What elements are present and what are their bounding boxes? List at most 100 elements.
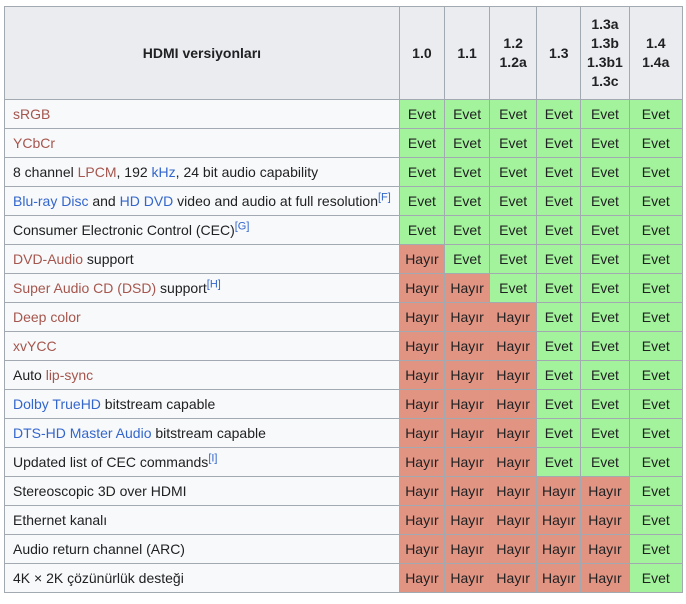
- wiki-link[interactable]: lip-sync: [45, 367, 94, 383]
- footnote-ref[interactable]: [I]: [208, 452, 218, 465]
- support-cell-yes: Evet: [580, 331, 630, 361]
- header-row: HDMI versiyonları 1.0 1.1 1.2 1.2a 1.3 1.3a 1.…: [4, 6, 683, 100]
- support-cell-no: Hayır: [398, 505, 446, 535]
- support-cell-no: Hayır: [580, 505, 630, 535]
- support-cell-yes: Evet: [443, 244, 491, 274]
- support-cell-yes: Evet: [628, 128, 683, 158]
- label-text: Stereoscopic 3D over HDMI: [13, 483, 187, 499]
- table-row: Dolby TrueHD bitstream capable Hayır Hayır…: [4, 389, 683, 419]
- table-row: Super Audio CD (DSD) support[H] Hayır Hayı…: [4, 273, 683, 303]
- wiki-link[interactable]: YCbCr: [13, 135, 56, 151]
- row-feature-label: Consumer Electronic Control (CEC)[G]: [4, 215, 400, 245]
- support-cell-yes: Evet: [398, 99, 446, 129]
- support-cell-no: Hayır: [443, 302, 491, 332]
- wiki-link[interactable]: Blu-ray Disc: [13, 193, 89, 209]
- support-cell-yes: Evet: [580, 302, 630, 332]
- footnote-ref[interactable]: [H]: [206, 278, 221, 291]
- version-label: 1.3c: [591, 73, 619, 89]
- label-text: support: [83, 251, 134, 267]
- wiki-link[interactable]: kHz: [151, 164, 176, 180]
- support-cell-yes: Evet: [628, 563, 683, 593]
- support-cell-no: Hayır: [489, 563, 538, 593]
- support-cell-yes: Evet: [398, 128, 446, 158]
- support-cell-yes: Evet: [628, 99, 683, 129]
- support-cell-no: Hayır: [398, 360, 446, 390]
- table-row: DTS-HD Master Audio bitstream capable Hay…: [4, 418, 683, 448]
- support-cell-no: Hayır: [443, 273, 491, 303]
- label-text: video and audio at full resolution: [173, 193, 378, 209]
- support-cell-no: Hayır: [580, 563, 630, 593]
- support-cell-yes: Evet: [580, 389, 630, 419]
- support-cell-no: Hayır: [398, 244, 446, 274]
- support-cell-yes: Evet: [536, 331, 582, 361]
- label-text: bitstream capable: [100, 396, 216, 412]
- label-text: 4K × 2K çözünürlük desteği: [13, 570, 184, 586]
- wiki-link[interactable]: DTS-HD Master Audio: [13, 425, 152, 441]
- wiki-link[interactable]: Super Audio CD (DSD): [13, 280, 157, 296]
- support-cell-no: Hayır: [398, 302, 446, 332]
- support-cell-yes: Evet: [398, 157, 446, 187]
- support-cell-yes: Evet: [489, 244, 538, 274]
- support-cell-no: Hayır: [489, 505, 538, 535]
- support-cell-yes: Evet: [536, 418, 582, 448]
- version-label: 1.4a: [642, 54, 670, 70]
- row-feature-label: Updated list of CEC commands[I]: [4, 447, 400, 477]
- support-cell-yes: Evet: [536, 244, 582, 274]
- support-cell-yes: Evet: [628, 302, 683, 332]
- table-row: Stereoscopic 3D over HDMI Hayır Hayır Hayır…: [4, 476, 683, 506]
- table-row: YCbCr Evet Evet Evet Evet Evet Evet: [4, 128, 683, 158]
- support-cell-no: Hayır: [398, 476, 446, 506]
- support-cell-no: Hayır: [398, 418, 446, 448]
- support-cell-yes: Evet: [398, 186, 446, 216]
- support-cell-no: Hayır: [536, 563, 582, 593]
- footnote-ref[interactable]: [G]: [234, 220, 250, 233]
- wiki-link[interactable]: HD DVD: [119, 193, 174, 209]
- support-cell-no: Hayır: [489, 331, 538, 361]
- wiki-link[interactable]: sRGB: [13, 106, 51, 122]
- support-cell-no: Hayır: [443, 563, 491, 593]
- table-row: Deep color Hayır Hayır Hayır Evet Evet Evet: [4, 302, 683, 332]
- table-row: Ethernet kanalı Hayır Hayır Hayır Hayır Hayır…: [4, 505, 683, 535]
- wiki-link[interactable]: Deep color: [13, 309, 81, 325]
- support-cell-yes: Evet: [536, 215, 582, 245]
- support-cell-no: Hayır: [443, 360, 491, 390]
- support-cell-yes: Evet: [536, 99, 582, 129]
- support-cell-yes: Evet: [628, 534, 683, 564]
- support-cell-yes: Evet: [536, 128, 582, 158]
- support-cell-yes: Evet: [580, 360, 630, 390]
- support-cell-no: Hayır: [489, 534, 538, 564]
- row-feature-label: Auto lip-sync: [4, 360, 400, 390]
- version-label: 1.3: [549, 44, 569, 61]
- version-label: 1.0: [412, 44, 432, 61]
- support-cell-no: Hayır: [489, 389, 538, 419]
- support-cell-yes: Evet: [628, 505, 683, 535]
- table-row: Updated list of CEC commands[I] Hayır Hayı…: [4, 447, 683, 477]
- row-feature-label: 4K × 2K çözünürlük desteği: [4, 563, 400, 593]
- wiki-link[interactable]: DVD-Audio: [13, 251, 84, 267]
- support-cell-no: Hayır: [398, 534, 446, 564]
- support-cell-no: Hayır: [489, 360, 538, 390]
- support-cell-yes: Evet: [628, 244, 683, 274]
- table-row: sRGB Evet Evet Evet Evet Evet Evet: [4, 99, 683, 129]
- wiki-link[interactable]: Dolby TrueHD: [13, 396, 101, 412]
- footnote-ref[interactable]: [F]: [377, 191, 391, 204]
- support-cell-yes: Evet: [536, 302, 582, 332]
- row-feature-label: 8 channel LPCM, 192 kHz, 24 bit audio ca…: [4, 157, 400, 187]
- support-cell-no: Hayır: [398, 273, 446, 303]
- support-cell-no: Hayır: [443, 534, 491, 564]
- support-cell-yes: Evet: [628, 476, 683, 506]
- wiki-link[interactable]: xvYCC: [13, 338, 57, 354]
- label-text: Consumer Electronic Control (CEC): [13, 222, 235, 238]
- label-text: , 192: [116, 164, 152, 180]
- support-cell-yes: Evet: [580, 186, 630, 216]
- support-cell-yes: Evet: [580, 418, 630, 448]
- label-text: bitstream capable: [151, 425, 266, 441]
- row-feature-label: Deep color: [4, 302, 400, 332]
- row-feature-label: Stereoscopic 3D over HDMI: [4, 476, 400, 506]
- support-cell-yes: Evet: [443, 215, 491, 245]
- wiki-link[interactable]: LPCM: [77, 164, 117, 180]
- version-label: 1.3b1: [587, 54, 623, 70]
- label-text: 8 channel: [13, 164, 78, 180]
- support-cell-yes: Evet: [628, 389, 683, 419]
- table-row: DVD-Audio support Hayır Evet Evet Evet Evet Ev…: [4, 244, 683, 274]
